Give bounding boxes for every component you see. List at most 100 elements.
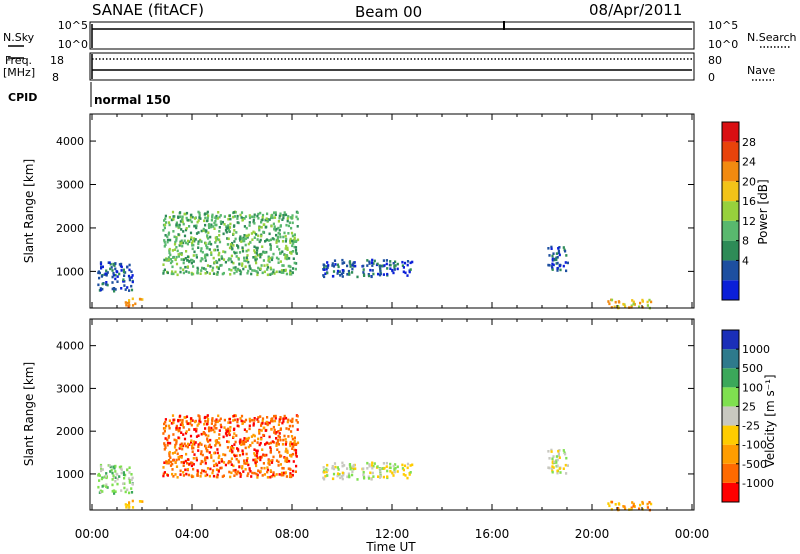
- power-colorbar-swatch: [722, 122, 739, 142]
- power-ytick-label: 1000: [56, 265, 84, 278]
- velocity-cell: [111, 490, 114, 493]
- power-cell: [246, 271, 249, 275]
- velocity-cell: [252, 458, 255, 462]
- velocity-cell: [211, 471, 214, 475]
- power-cell: [336, 272, 339, 275]
- velocity-cell: [171, 452, 174, 455]
- velocity-cell: [273, 431, 276, 434]
- velocity-cell: [186, 461, 189, 465]
- velocity-cell: [211, 417, 214, 420]
- velocity-cell: [180, 431, 183, 434]
- power-cell: [284, 257, 287, 260]
- power-cell: [271, 237, 274, 240]
- velocity-cell: [246, 461, 249, 464]
- power-cell: [230, 254, 233, 258]
- power-cell: [248, 214, 251, 217]
- velocity-cell: [120, 465, 123, 469]
- power-cell: [248, 264, 251, 268]
- velocity-cell: [325, 470, 328, 474]
- velocity-cell: [559, 471, 562, 474]
- velocity-colorbar-swatch: [722, 444, 739, 464]
- power-cell: [169, 258, 172, 261]
- power-cell: [281, 250, 284, 253]
- power-cell: [234, 268, 237, 271]
- velocity-cell: [218, 429, 221, 432]
- velocity-cell: [371, 471, 374, 475]
- power-cell: [232, 244, 235, 247]
- velocity-cell: [334, 465, 337, 469]
- velocity-cell: [190, 439, 193, 442]
- velocity-cell: [323, 477, 326, 481]
- power-cell: [296, 225, 299, 228]
- power-cell: [172, 217, 175, 221]
- velocity-cell: [356, 478, 359, 481]
- velocity-cell: [281, 443, 285, 446]
- velocity-cell: [260, 455, 263, 459]
- power-cell: [238, 251, 242, 254]
- velocity-cell: [282, 471, 286, 475]
- velocity-cell: [170, 422, 173, 425]
- power-cell: [336, 269, 340, 273]
- velocity-cell: [248, 420, 252, 423]
- velocity-cell: [261, 421, 264, 425]
- power-cell: [564, 261, 567, 264]
- velocity-cell: [172, 475, 175, 478]
- power-cell: [204, 272, 207, 275]
- velocity-cell: [290, 430, 293, 433]
- power-cell: [193, 217, 197, 220]
- power-cell: [257, 217, 260, 220]
- velocity-cell: [294, 451, 298, 455]
- power-cell: [261, 218, 264, 222]
- power-colorbar-tick: 28: [742, 136, 756, 149]
- power-cell: [372, 272, 375, 276]
- velocity-cell: [210, 422, 213, 425]
- power-cell: [389, 267, 392, 270]
- power-cell: [248, 224, 251, 227]
- power-cell: [229, 243, 232, 246]
- velocity-cell: [172, 421, 175, 424]
- velocity-cell: [191, 444, 194, 448]
- power-cell: [290, 231, 294, 235]
- power-cell: [128, 263, 131, 267]
- power-cell: [610, 306, 613, 309]
- velocity-cell: [263, 454, 266, 457]
- power-cell: [204, 259, 207, 262]
- power-cell: [550, 265, 554, 268]
- power-cell: [251, 215, 254, 219]
- power-cell: [280, 269, 284, 272]
- power-cell: [269, 243, 272, 246]
- velocity-cell: [232, 428, 236, 432]
- power-cell: [260, 234, 263, 238]
- velocity-cell: [293, 436, 296, 440]
- velocity-cell: [260, 424, 263, 427]
- power-cell: [130, 276, 133, 279]
- power-cell: [401, 260, 404, 264]
- velocity-cell: [196, 469, 199, 472]
- power-cell: [266, 268, 269, 271]
- power-cell: [164, 243, 167, 246]
- power-cell: [100, 275, 103, 278]
- velocity-cell: [235, 457, 238, 461]
- velocity-cell: [167, 459, 171, 462]
- power-cell: [260, 226, 263, 229]
- power-cell: [249, 241, 252, 244]
- velocity-cell: [264, 429, 267, 432]
- velocity-cell: [232, 419, 235, 422]
- power-cell: [175, 255, 178, 259]
- power-cell: [385, 259, 388, 262]
- velocity-colorbar-tick: 1000: [742, 343, 770, 356]
- power-cell: [556, 267, 559, 270]
- power-colorbar-swatch: [722, 181, 739, 202]
- velocity-cell: [162, 432, 165, 435]
- velocity-cell: [185, 472, 188, 476]
- power-cell: [128, 278, 131, 282]
- velocity-cell: [283, 414, 286, 418]
- velocity-cell: [243, 462, 246, 465]
- power-cell: [632, 300, 635, 304]
- velocity-cell: [195, 427, 198, 431]
- power-cell: [216, 271, 219, 274]
- power-cell: [269, 273, 272, 276]
- power-cell: [274, 211, 277, 214]
- power-cell: [175, 237, 178, 240]
